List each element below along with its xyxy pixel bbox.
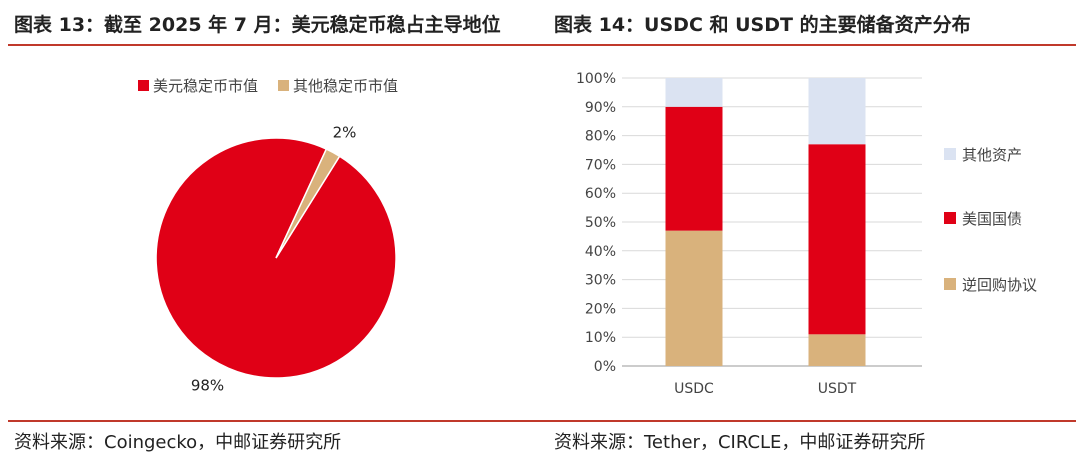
y-tick-label: 60% — [585, 186, 616, 202]
y-tick-label: 50% — [585, 215, 616, 231]
y-tick-label: 0% — [594, 359, 616, 375]
source-divider — [8, 420, 1076, 422]
left-source-note: 资料来源：Coingecko，中邮证券研究所 — [14, 432, 342, 453]
pie-legend-swatch — [278, 80, 289, 91]
pie-data-label: 98% — [191, 377, 224, 395]
stacked-bar-segment — [665, 230, 723, 366]
pie-slice — [275, 148, 341, 259]
pie-data-label: 2% — [333, 123, 357, 141]
x-tick-label: USDC — [674, 381, 714, 397]
title-divider — [8, 44, 1076, 46]
stacked-bar-segment — [808, 78, 866, 145]
bar-legend-swatch — [944, 212, 956, 224]
y-tick-label: 70% — [585, 157, 616, 173]
y-tick-label: 90% — [585, 100, 616, 116]
y-tick-label: 80% — [585, 129, 616, 145]
y-tick-label: 100% — [576, 71, 616, 87]
pie-legend-swatch — [138, 80, 149, 91]
bar-legend-label: 其他资产 — [962, 146, 1022, 164]
y-tick-label: 30% — [585, 273, 616, 289]
y-tick-label: 40% — [585, 244, 616, 260]
bar-legend-label: 逆回购协议 — [962, 276, 1037, 294]
stacked-bar-segment — [665, 106, 723, 231]
right-source-note: 资料来源：Tether，CIRCLE，中邮证券研究所 — [554, 432, 926, 453]
bar-legend-swatch — [944, 278, 956, 290]
y-tick-label: 10% — [585, 330, 616, 346]
pie-legend-label: 美元稳定币市值 — [153, 77, 258, 95]
bar-legend-label: 美国国债 — [962, 210, 1022, 228]
stacked-bar-segment — [808, 144, 866, 335]
bar-legend-swatch — [944, 148, 956, 160]
pie-legend-label: 其他稳定币市值 — [293, 77, 398, 95]
x-tick-label: USDT — [818, 381, 857, 397]
stacked-bar-segment — [808, 334, 866, 366]
stacked-bar-segment — [665, 78, 723, 107]
left-figure-title: 图表 13：截至 2025 年 7 月：美元稳定币稳占主导地位 — [14, 14, 501, 36]
y-tick-label: 20% — [585, 301, 616, 317]
right-figure-title: 图表 14：USDC 和 USDT 的主要储备资产分布 — [554, 14, 971, 36]
